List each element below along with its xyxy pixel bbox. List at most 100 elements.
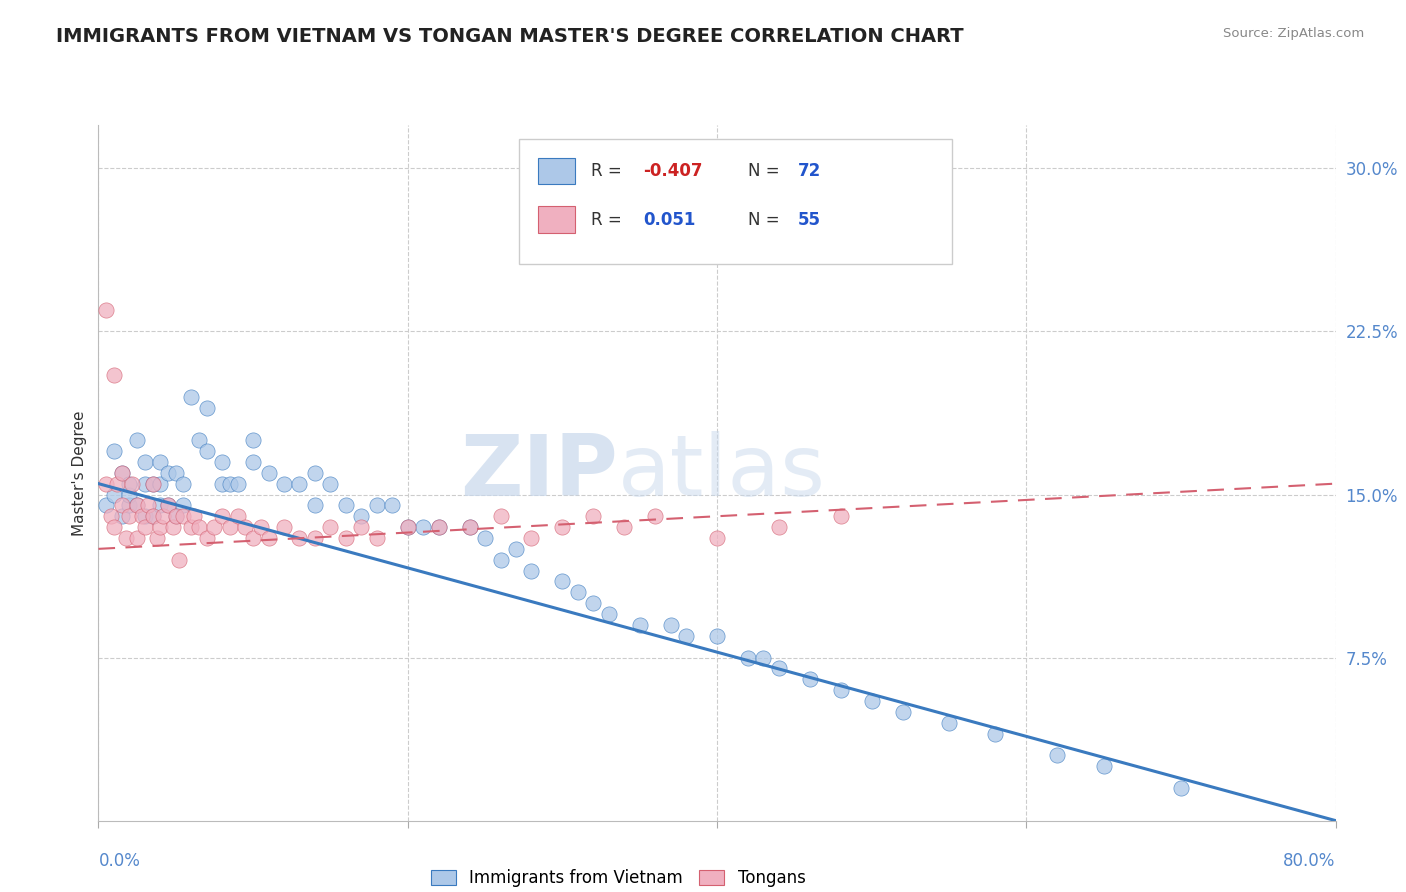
Text: 0.051: 0.051	[643, 211, 695, 228]
Text: R =: R =	[591, 211, 627, 228]
Point	[111, 509, 132, 524]
Point	[520, 564, 543, 578]
Point	[118, 487, 141, 501]
Point	[288, 531, 311, 545]
Point	[1170, 780, 1192, 795]
Point	[598, 607, 620, 621]
Point	[211, 455, 233, 469]
Text: 72: 72	[797, 161, 821, 180]
Point	[172, 499, 194, 513]
Point	[136, 499, 159, 513]
Point	[242, 433, 264, 447]
Point	[219, 520, 242, 534]
Point	[96, 476, 118, 491]
Point	[141, 476, 165, 491]
Point	[188, 520, 211, 534]
Point	[860, 694, 883, 708]
Point	[366, 531, 388, 545]
Point	[242, 455, 264, 469]
Text: Source: ZipAtlas.com: Source: ZipAtlas.com	[1223, 27, 1364, 40]
Point	[96, 499, 118, 513]
Text: 55: 55	[797, 211, 821, 228]
Y-axis label: Master's Degree: Master's Degree	[72, 410, 87, 535]
Point	[149, 499, 172, 513]
Point	[165, 509, 187, 524]
Point	[412, 520, 434, 534]
Point	[706, 629, 728, 643]
Point	[250, 520, 273, 534]
Point	[335, 531, 357, 545]
Point	[204, 520, 226, 534]
Point	[195, 444, 218, 458]
Point	[165, 509, 187, 524]
Point	[149, 455, 172, 469]
Point	[180, 520, 202, 534]
Point	[830, 509, 852, 524]
Point	[938, 715, 960, 730]
Point	[157, 466, 180, 480]
Text: N =: N =	[748, 161, 785, 180]
Point	[613, 520, 636, 534]
Point	[737, 650, 759, 665]
Point	[768, 520, 790, 534]
Point	[396, 520, 419, 534]
Point	[111, 466, 132, 480]
Point	[96, 302, 118, 317]
Point	[427, 520, 450, 534]
Point	[149, 520, 172, 534]
Point	[830, 683, 852, 698]
Point	[172, 509, 194, 524]
Point	[105, 476, 128, 491]
Point	[799, 248, 821, 262]
Point	[141, 509, 165, 524]
Point	[134, 509, 156, 524]
Point	[520, 227, 543, 241]
Point	[103, 520, 125, 534]
Point	[458, 520, 481, 534]
Point	[628, 618, 651, 632]
Text: 0.0%: 0.0%	[98, 852, 141, 870]
Point	[567, 585, 589, 599]
Point	[195, 531, 218, 545]
Point	[180, 390, 202, 404]
Point	[706, 531, 728, 545]
Point	[127, 433, 149, 447]
Point	[319, 476, 342, 491]
Point	[335, 499, 357, 513]
Point	[458, 520, 481, 534]
Point	[304, 466, 326, 480]
Point	[226, 476, 249, 491]
Point	[273, 476, 295, 491]
Text: R =: R =	[591, 161, 627, 180]
Point	[211, 509, 233, 524]
Point	[127, 499, 149, 513]
Point	[304, 499, 326, 513]
FancyBboxPatch shape	[537, 206, 575, 233]
Point	[427, 520, 450, 534]
Point	[127, 499, 149, 513]
Point	[675, 629, 697, 643]
Point	[103, 487, 125, 501]
Point	[582, 596, 605, 610]
Point	[167, 552, 190, 567]
Point	[172, 476, 194, 491]
Point	[165, 466, 187, 480]
Point	[257, 531, 280, 545]
Point	[157, 499, 180, 513]
Point	[226, 509, 249, 524]
Point	[233, 520, 257, 534]
Point	[134, 455, 156, 469]
Point	[257, 466, 280, 480]
Point	[381, 499, 404, 513]
Point	[242, 531, 264, 545]
Point	[1046, 748, 1069, 763]
Point	[489, 509, 512, 524]
Point	[768, 661, 790, 675]
Text: atlas: atlas	[619, 431, 827, 515]
Point	[304, 531, 326, 545]
Point	[141, 476, 165, 491]
Point	[505, 541, 527, 556]
Point	[118, 476, 141, 491]
Point	[111, 499, 132, 513]
Point	[195, 401, 218, 415]
